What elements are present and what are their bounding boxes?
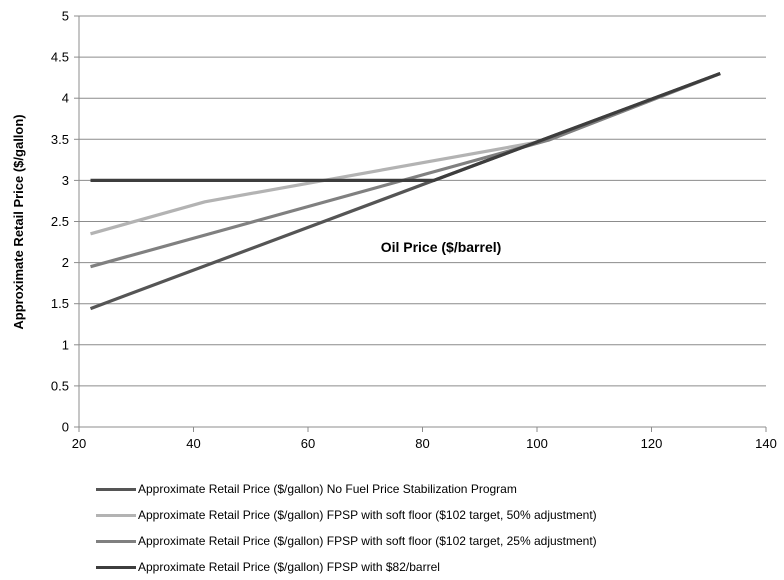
y-axis-label: Approximate Retail Price ($/gallon) (11, 114, 26, 329)
gridlines (79, 15, 766, 387)
axes (74, 15, 767, 432)
y-tick-label: 2 (62, 255, 69, 270)
y-axis-ticks: 0 0.5 1 1.5 2 2.5 3 3.5 4 4.5 5 (51, 9, 69, 435)
x-tick-label: 80 (415, 436, 429, 451)
y-tick-label: 4 (62, 91, 69, 106)
x-tick-label: 120 (641, 436, 663, 451)
y-tick-label: 1.5 (51, 296, 69, 311)
series-line-2 (90, 72, 721, 236)
legend-label: Approximate Retail Price ($/gallon) FPSP… (138, 560, 440, 574)
legend-swatch (96, 565, 136, 569)
y-tick-label: 2.5 (51, 214, 69, 229)
series-lines (89, 72, 721, 311)
x-tick-label: 20 (72, 436, 86, 451)
y-tick-label: 0.5 (51, 378, 69, 393)
line-chart: 00.511.522.533.544.55 20 40 60 80 100 120 140 … (11, 9, 777, 452)
legend: Approximate Retail Price ($/gallon) No F… (96, 476, 776, 580)
legend-item-2: Approximate Retail Price ($/gallon) FPSP… (96, 502, 776, 528)
y-tick-label: 3 (62, 173, 69, 188)
x-tick-label: 140 (755, 436, 777, 451)
legend-item-3: Approximate Retail Price ($/gallon) FPSP… (96, 528, 776, 554)
legend-label: Approximate Retail Price ($/gallon) No F… (138, 482, 517, 496)
series-line-4 (90, 72, 721, 182)
oil-price-annotation: Oil Price ($/barrel) (381, 239, 502, 255)
series-line-3 (90, 72, 721, 269)
y-tick-label: 3.5 (51, 132, 69, 147)
legend-item-1: Approximate Retail Price ($/gallon) No F… (96, 476, 776, 502)
y-tick-label: 5 (62, 9, 69, 24)
y-tick-label: 4.5 (51, 50, 69, 65)
y-tick-label: 0 (62, 420, 69, 435)
x-tick-label: 40 (186, 436, 200, 451)
x-axis-ticks: 20 40 60 80 100 120 140 (72, 436, 777, 451)
x-tick-label: 100 (526, 436, 548, 451)
legend-label: Approximate Retail Price ($/gallon) FPSP… (138, 534, 597, 548)
legend-swatch (96, 487, 136, 491)
legend-swatch (96, 539, 136, 543)
legend-item-4: Approximate Retail Price ($/gallon) FPSP… (96, 554, 776, 580)
x-tick-label: 60 (301, 436, 315, 451)
legend-swatch (96, 513, 136, 517)
y-tick-label: 1 (62, 337, 69, 352)
legend-label: Approximate Retail Price ($/gallon) FPSP… (138, 508, 597, 522)
